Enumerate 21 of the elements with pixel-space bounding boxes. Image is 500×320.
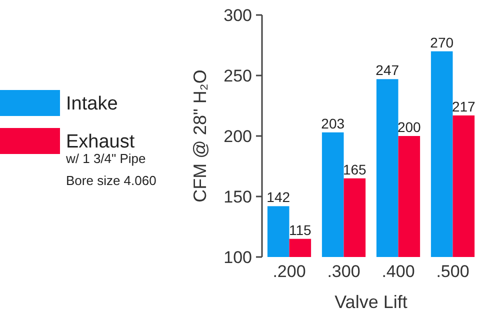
data-label: 247	[376, 62, 400, 78]
x-tick-label: .200	[272, 262, 306, 281]
data-label: 270	[430, 34, 454, 50]
legend-label: Exhaust	[66, 132, 136, 153]
x-axis-title: Valve Lift	[334, 292, 408, 312]
data-label: 115	[288, 222, 312, 238]
x-tick-label: .400	[382, 262, 415, 281]
y-tick-label: 300	[224, 6, 252, 25]
text: w/ 1 3/4" Pipe	[65, 151, 146, 166]
data-label: 203	[321, 115, 345, 132]
y-tick-label: 200	[224, 126, 252, 146]
x-tick-label: .500	[436, 262, 470, 281]
text: Bore size 4.060	[66, 173, 156, 188]
x-tick-label: .300	[327, 262, 360, 281]
data-label: 142	[266, 189, 290, 206]
y-axis-title: CFM @ 28" H₂O	[190, 70, 210, 202]
y-tick-label: 150	[224, 187, 252, 206]
data-label: 165	[342, 161, 367, 178]
y-tick-label: 250	[224, 66, 252, 86]
y-tick-label: 100	[224, 248, 252, 267]
legend-label: Intake	[66, 94, 118, 115]
